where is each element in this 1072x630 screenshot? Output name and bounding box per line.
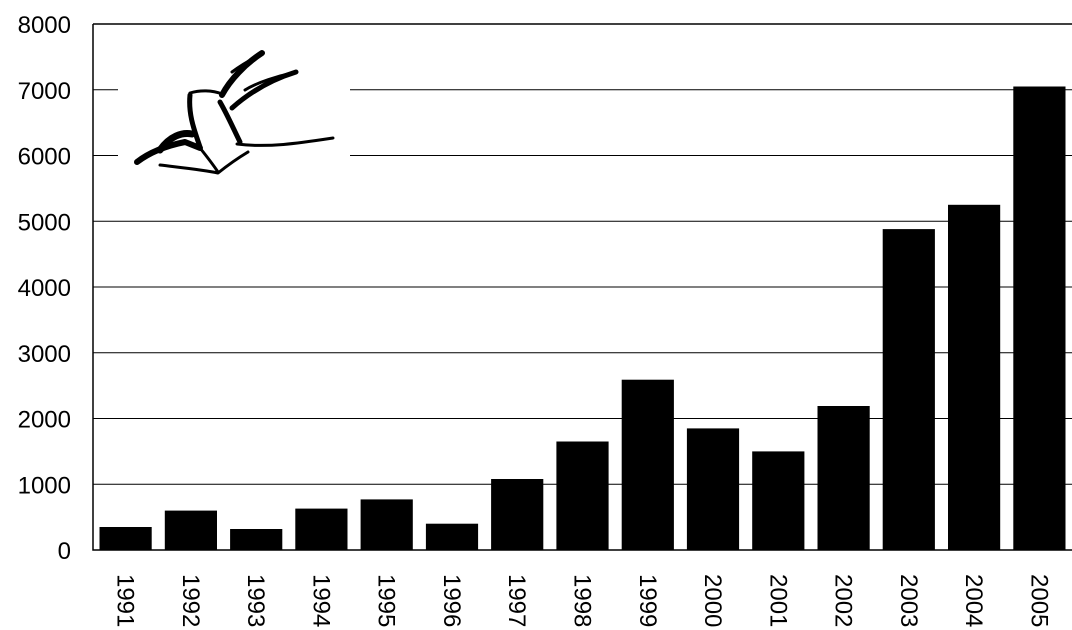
x-tick-label-1994: 1994 bbox=[307, 574, 334, 627]
x-tick-label-2005: 2005 bbox=[1025, 574, 1052, 627]
y-tick-label: 5000 bbox=[18, 209, 71, 236]
bar-1998 bbox=[556, 441, 609, 550]
y-tick-label: 6000 bbox=[18, 144, 71, 171]
y-tick-label: 1000 bbox=[18, 472, 71, 499]
bar-1995 bbox=[360, 499, 413, 550]
bar-2004 bbox=[948, 204, 1001, 551]
y-tick-label: 2000 bbox=[18, 407, 71, 434]
axes-frame bbox=[92, 24, 1072, 551]
bar-2003 bbox=[882, 229, 935, 550]
x-tick-label-1995: 1995 bbox=[373, 574, 400, 627]
bar-1996 bbox=[425, 523, 479, 550]
x-tick-label-1999: 1999 bbox=[634, 574, 661, 627]
bar-1992 bbox=[164, 510, 217, 550]
x-tick-label-1997: 1997 bbox=[503, 574, 530, 627]
x-tick-labels: 1991 1992 1993 1994 1995 1996 1997 1998 1999 2000… bbox=[112, 574, 1053, 627]
bar-2005 bbox=[1013, 86, 1066, 550]
bar-1999 bbox=[621, 379, 674, 550]
y-tick-label: 3000 bbox=[18, 341, 71, 368]
bar-1994 bbox=[295, 508, 348, 550]
y-tick-labels: 0 1000 2000 3000 4000 5000 6000 7000 8000 bbox=[18, 12, 71, 565]
x-tick-label-1996: 1996 bbox=[438, 574, 465, 627]
y-tick-label: 8000 bbox=[18, 12, 71, 39]
bars bbox=[99, 86, 1066, 551]
y-tick-label: 0 bbox=[58, 538, 71, 565]
y-tick-label: 7000 bbox=[18, 78, 71, 105]
bird-logo-icon bbox=[118, 40, 350, 190]
x-tick-label-2000: 2000 bbox=[699, 574, 726, 627]
x-tick-label-1991: 1991 bbox=[112, 574, 139, 627]
x-tick-label-2004: 2004 bbox=[960, 574, 987, 627]
bar-2002 bbox=[817, 406, 870, 550]
x-tick-label-1993: 1993 bbox=[242, 574, 269, 627]
x-tick-label-1992: 1992 bbox=[177, 574, 204, 627]
bar-2001 bbox=[752, 451, 805, 550]
x-tick-label-1998: 1998 bbox=[569, 574, 596, 627]
x-tick-label-2002: 2002 bbox=[830, 574, 857, 627]
bar-2000 bbox=[686, 428, 740, 550]
bar-1997 bbox=[491, 479, 544, 550]
x-tick-label-2001: 2001 bbox=[764, 574, 791, 627]
bar-1993 bbox=[230, 529, 283, 550]
x-tick-label-2003: 2003 bbox=[895, 574, 922, 627]
bar-1991 bbox=[99, 527, 152, 550]
y-tick-label: 4000 bbox=[18, 275, 71, 302]
